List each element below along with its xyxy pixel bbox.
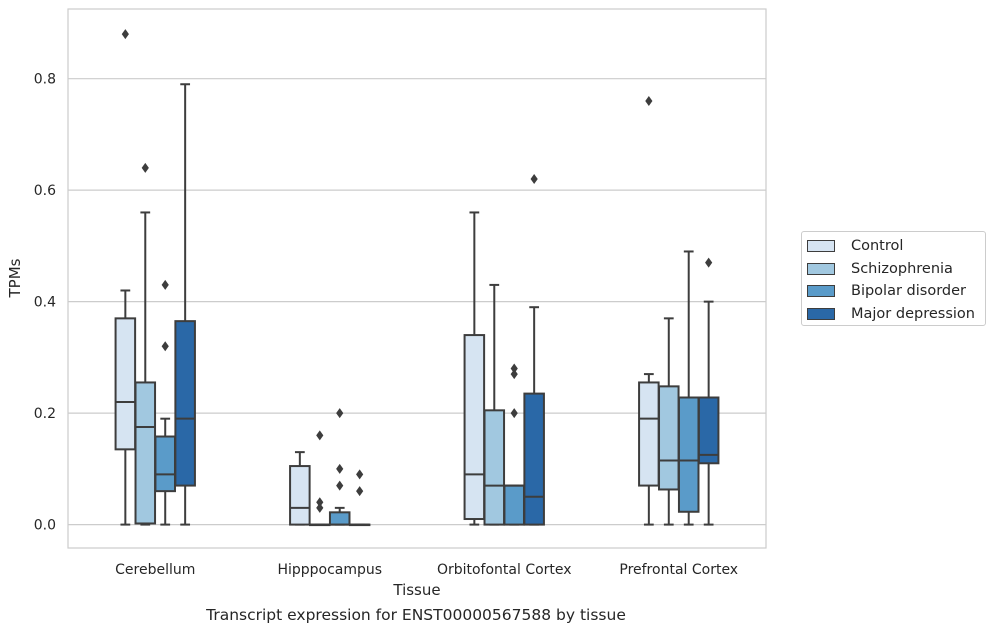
outlier-point xyxy=(510,369,518,380)
legend: Control Schizophrenia Bipolar disorder Majo… xyxy=(801,231,986,326)
outlier-point xyxy=(510,408,518,419)
box-bipolar-disorder xyxy=(677,250,700,526)
box-major-depression xyxy=(697,257,720,526)
outlier-point xyxy=(336,480,344,491)
legend-label: Major depression xyxy=(851,305,975,322)
box-iqr xyxy=(523,392,545,526)
box-iqr xyxy=(328,511,351,526)
box-iqr xyxy=(658,385,680,491)
box-control xyxy=(638,95,660,526)
outlier-point xyxy=(336,408,344,419)
outlier-point xyxy=(316,497,324,508)
box-schizophrenia xyxy=(658,317,680,526)
outlier-point xyxy=(510,363,518,374)
box-iqr xyxy=(154,435,176,493)
outlier-point xyxy=(356,469,364,480)
outlier-point xyxy=(316,430,324,441)
outlier-point xyxy=(530,174,538,185)
y-tick-label: 0.8 xyxy=(34,72,56,88)
legend-swatch xyxy=(807,285,835,298)
legend-item: Bipolar disorder xyxy=(807,280,985,303)
legend-label: Control xyxy=(851,238,904,255)
box-iqr xyxy=(697,396,720,465)
outlier-point xyxy=(645,95,653,106)
legend-item: Major depression xyxy=(807,303,985,326)
box-iqr xyxy=(114,317,137,451)
outlier-point xyxy=(161,279,169,290)
box-major-depression xyxy=(348,469,371,527)
box-schizophrenia xyxy=(134,162,157,526)
outlier-point xyxy=(336,463,344,474)
legend-item: Schizophrenia xyxy=(807,258,985,281)
box-schizophrenia xyxy=(483,283,506,526)
legend-swatch xyxy=(807,240,835,253)
box-iqr xyxy=(483,409,506,526)
box-control xyxy=(114,29,137,526)
box-control xyxy=(289,451,311,526)
box-major-depression xyxy=(523,174,545,526)
y-tick-labels: 0.0 0.2 0.4 0.6 0.8 xyxy=(34,72,56,534)
box-iqr xyxy=(677,396,700,513)
box-bipolar-disorder xyxy=(154,279,176,526)
x-tick-label: Orbitofontal Cortex xyxy=(437,562,572,578)
y-tick-label: 0.2 xyxy=(34,406,56,422)
box-bipolar-disorder xyxy=(328,408,351,526)
box-iqr xyxy=(503,484,525,526)
chart-caption: Transcript expression for ENST0000056758… xyxy=(206,606,626,624)
y-axis-label: TPMs xyxy=(6,258,24,298)
outlier-point xyxy=(356,486,364,497)
y-tick-label: 0.4 xyxy=(34,295,56,311)
outlier-point xyxy=(121,29,129,40)
box-iqr xyxy=(289,465,311,526)
box-iqr xyxy=(463,334,486,521)
outlier-point xyxy=(161,341,169,352)
outlier-point xyxy=(705,257,713,268)
x-axis-label: Tissue xyxy=(392,581,440,599)
outlier-point xyxy=(141,162,149,173)
legend-item: Control xyxy=(807,235,985,258)
box-control xyxy=(463,211,486,526)
box-iqr xyxy=(638,381,660,487)
box-schizophrenia xyxy=(309,430,331,527)
box-major-depression xyxy=(174,83,196,526)
box-plots xyxy=(114,29,720,527)
box-iqr xyxy=(174,320,196,487)
legend-swatch xyxy=(807,307,835,320)
y-tick-label: 0.6 xyxy=(34,183,56,199)
y-tick-label: 0.0 xyxy=(34,518,56,534)
x-tick-label: Hipppocampus xyxy=(277,562,382,578)
legend-label: Schizophrenia xyxy=(851,260,953,277)
x-tick-label: Prefrontal Cortex xyxy=(619,562,738,578)
x-tick-label: Cerebellum xyxy=(115,562,195,578)
box-bipolar-disorder xyxy=(503,363,525,526)
legend-swatch xyxy=(807,262,835,275)
x-tick-labels: Cerebellum Hipppocampus Orbitofontal Corte… xyxy=(115,562,738,578)
box-iqr xyxy=(134,381,157,525)
legend-label: Bipolar disorder xyxy=(851,283,966,300)
outlier-point xyxy=(316,502,324,513)
plot-frame xyxy=(67,8,767,549)
